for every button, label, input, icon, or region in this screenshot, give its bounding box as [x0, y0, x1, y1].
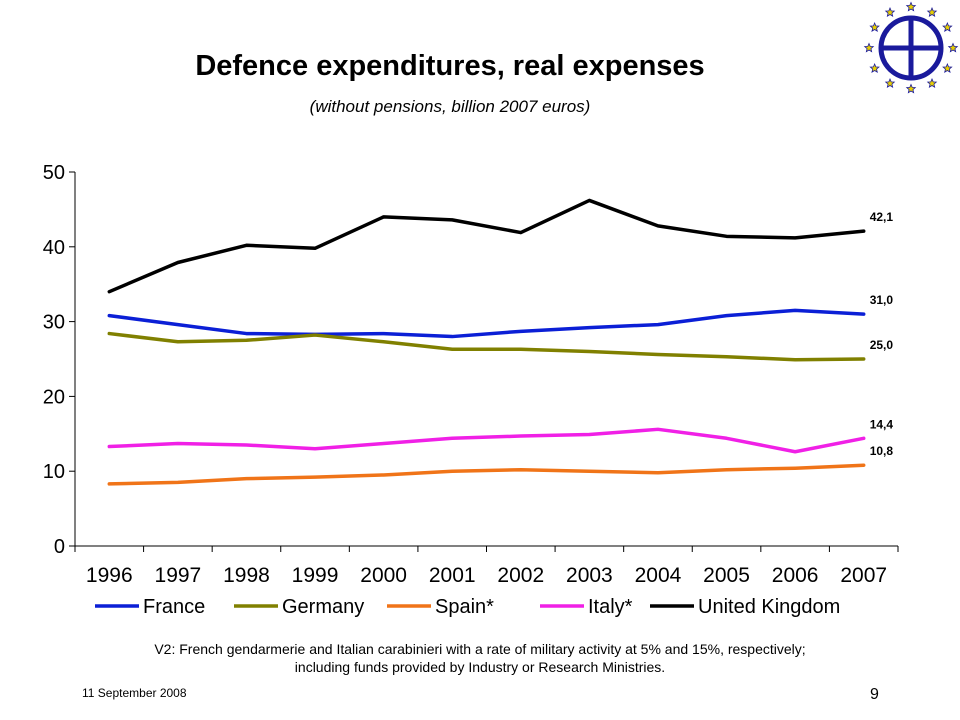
y-tick-label: 20 — [43, 386, 65, 408]
footnote-line-2: including funds provided by Industry or … — [294, 659, 666, 675]
y-tick-label: 50 — [43, 162, 65, 184]
star-icon — [926, 77, 938, 88]
star-icon — [869, 21, 880, 32]
series-line-france — [107, 308, 866, 339]
x-tick-label: 2000 — [360, 564, 407, 587]
legend-label: United Kingdom — [698, 596, 840, 618]
star-icon — [947, 42, 959, 53]
star-icon — [905, 1, 917, 12]
data-label: 42,1 — [870, 210, 894, 224]
footnote-line-1: V2: French gendarmerie and Italian carab… — [154, 641, 806, 657]
chart-title: Defence expenditures, real expenses — [195, 50, 705, 82]
chart-subtitle: (without pensions, billion 2007 euros) — [309, 97, 591, 116]
y-tick-label: 30 — [43, 312, 65, 334]
star-icon — [884, 6, 896, 17]
x-tick-label: 2003 — [566, 564, 613, 587]
eu-stars-logo-icon — [863, 1, 959, 94]
star-icon — [863, 42, 875, 53]
x-tick-label: 2007 — [840, 564, 887, 587]
star-icon — [869, 62, 880, 73]
chart-axes: 0 10 20 30 40 50 1996 1997 1998 1999 2000 2001 2002 2… — [43, 162, 899, 587]
data-label: 14,4 — [870, 417, 894, 431]
legend-label: France — [143, 596, 205, 618]
slide-date: 11 September 2008 — [82, 686, 187, 700]
x-tick-label: 2002 — [497, 564, 544, 587]
chart-end-labels: 31,0 25,0 10,8 14,4 42,1 — [870, 210, 894, 458]
y-tick-label: 0 — [54, 536, 65, 558]
legend-label: Italy* — [588, 596, 633, 618]
star-ring-icon — [863, 1, 959, 94]
page-number: 9 — [870, 686, 879, 703]
footnote: V2: French gendarmerie and Italian carab… — [40, 640, 920, 676]
star-icon — [884, 77, 896, 88]
star-icon — [926, 6, 938, 17]
series-line-italy — [107, 427, 866, 454]
x-tick-label: 2004 — [635, 564, 682, 587]
star-icon — [905, 83, 917, 94]
x-tick-label: 2005 — [703, 564, 750, 587]
y-tick-label: 10 — [43, 461, 65, 483]
chart-legend: France Germany Spain* Italy* United Kingdom — [95, 596, 840, 618]
chart-series — [107, 198, 866, 486]
series-line-united-kingdom — [107, 198, 866, 294]
data-label: 31,0 — [870, 293, 894, 307]
data-label: 10,8 — [870, 444, 894, 458]
star-icon — [942, 62, 953, 73]
legend-label: Spain* — [435, 596, 494, 618]
y-tick-label: 40 — [43, 237, 65, 259]
legend-label: Germany — [282, 596, 364, 618]
x-tick-label: 2001 — [429, 564, 476, 587]
data-label: 25,0 — [870, 338, 894, 352]
series-line-spain — [107, 463, 866, 486]
x-tick-label: 1996 — [86, 564, 133, 587]
x-tick-label: 2006 — [772, 564, 819, 587]
x-tick-label: 1998 — [223, 564, 270, 587]
series-line-germany — [107, 331, 866, 362]
x-tick-label: 1999 — [292, 564, 339, 587]
x-tick-label: 1997 — [155, 564, 202, 587]
star-icon — [942, 21, 953, 32]
